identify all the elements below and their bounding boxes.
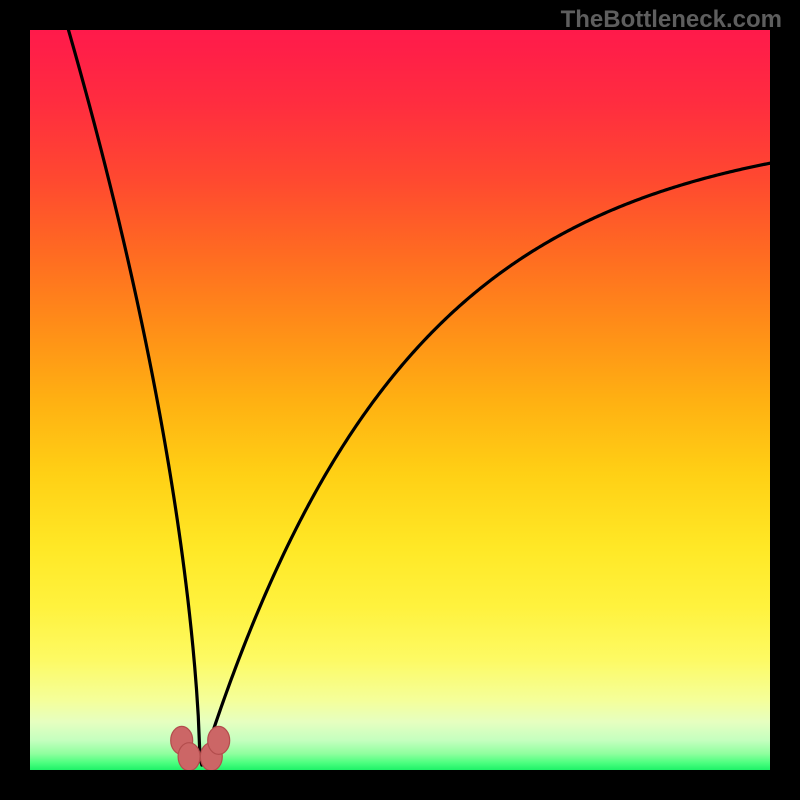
- gradient-background: [30, 30, 770, 770]
- dip-marker-3: [208, 726, 230, 754]
- watermark-text: TheBottleneck.com: [561, 6, 782, 34]
- chart-container: TheBottleneck.com: [0, 0, 800, 800]
- dip-marker-1: [178, 743, 200, 770]
- plot-svg: [30, 30, 770, 770]
- plot-area: [30, 30, 770, 770]
